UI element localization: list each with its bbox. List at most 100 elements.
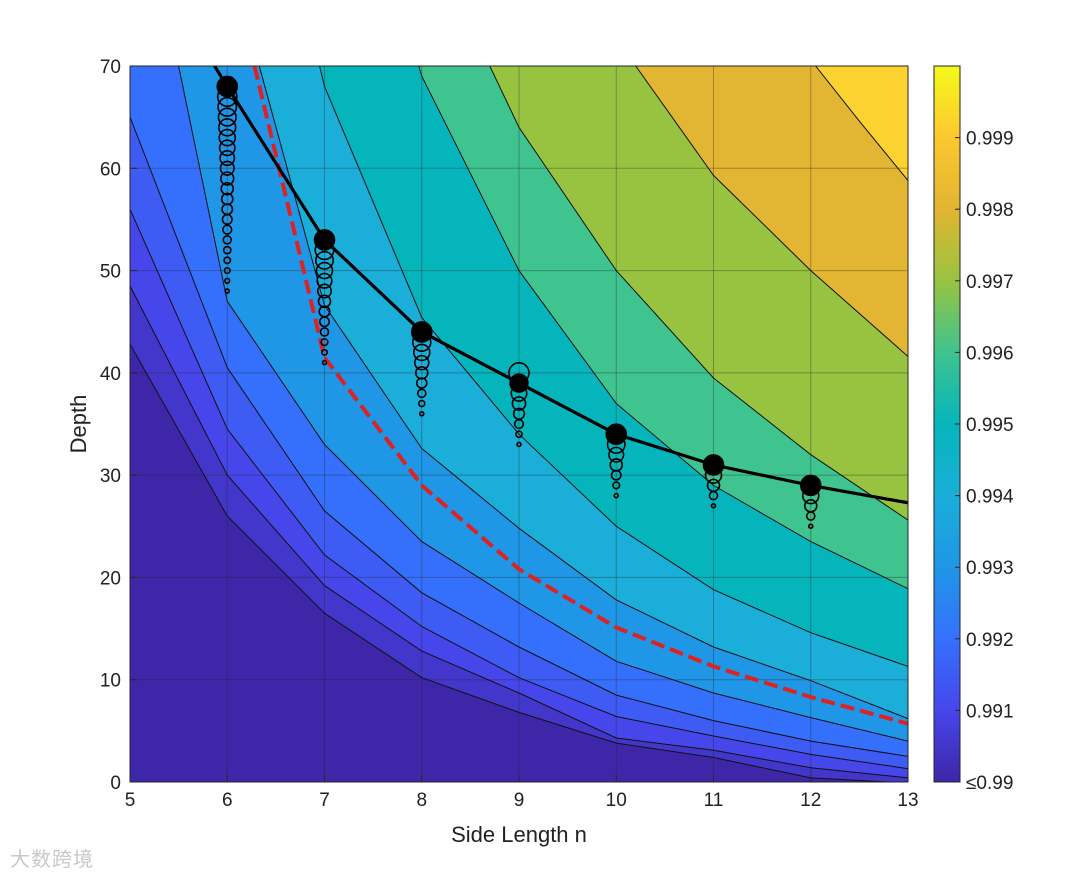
colorbar-ticks: ≤0.99 0.991 0.992 0.993 0.994 0.995 0.996 0.997… xyxy=(955,129,1014,794)
ring-marker xyxy=(417,399,426,408)
y-tick-label: 30 xyxy=(100,466,121,487)
ring-marker xyxy=(807,523,814,530)
ring-marker xyxy=(318,305,331,318)
ring-marker xyxy=(414,366,429,380)
ring-marker xyxy=(320,338,329,347)
colorbar-tick-label: 0.995 xyxy=(966,415,1014,436)
ring-marker xyxy=(515,430,523,439)
colorbar: ≤0.99 0.991 0.992 0.993 0.994 0.995 0.996 0.997… xyxy=(933,65,1014,794)
watermark: 大数跨境 xyxy=(10,847,94,871)
colorbar-tick-label: 0.993 xyxy=(966,558,1014,579)
ring-marker xyxy=(516,441,522,448)
x-tick-label: 9 xyxy=(514,790,525,811)
x-tick-label: 13 xyxy=(897,790,918,811)
ring-marker xyxy=(319,327,330,337)
ring-marker xyxy=(418,410,425,417)
contour-line-0.993 xyxy=(178,66,908,742)
ring-marker xyxy=(803,499,818,513)
y-tick-label: 10 xyxy=(100,671,121,692)
ring-marker xyxy=(609,458,624,472)
ring-marker xyxy=(223,256,232,265)
ring-marker xyxy=(219,150,236,167)
ring-marker xyxy=(799,474,822,497)
colorbar-tick-label: 0.994 xyxy=(966,487,1014,508)
ring-marker xyxy=(217,96,238,117)
colorbar-tick-label: 0.997 xyxy=(966,272,1014,293)
ring-marker xyxy=(320,348,328,356)
optimal-point xyxy=(217,76,237,96)
contour-line-0.992 xyxy=(130,116,908,757)
optimal-point xyxy=(509,373,529,393)
optimal-points xyxy=(217,76,821,495)
ring-marker xyxy=(316,272,333,289)
ring-marker xyxy=(512,407,526,420)
ring-marker xyxy=(511,396,527,411)
ring-marker xyxy=(608,446,625,463)
y-tick-label: 70 xyxy=(100,57,121,78)
ring-marker xyxy=(314,250,334,270)
colorbar-tick-label: 0.999 xyxy=(966,129,1014,150)
contour-line-0.994 xyxy=(258,66,908,720)
ring-marker xyxy=(412,343,431,362)
ring-marker xyxy=(321,359,328,366)
ring-marker xyxy=(220,181,235,196)
y-tick-label: 60 xyxy=(100,159,121,180)
ring-marker xyxy=(216,75,239,98)
ring-marker xyxy=(710,503,717,509)
ring-marker xyxy=(218,118,237,137)
optimal-point xyxy=(315,230,334,250)
ring-marker xyxy=(413,354,430,371)
optimal-point xyxy=(606,424,626,444)
contour-line-0.997 xyxy=(489,66,908,521)
contour-lines xyxy=(130,66,908,782)
ring-marker xyxy=(317,294,332,309)
contour-line-0.995 xyxy=(319,66,908,667)
ring-marker xyxy=(219,160,235,176)
ring-marker xyxy=(217,107,237,127)
colorbar-tick-label: ≤0.99 xyxy=(966,773,1013,794)
ring-marker xyxy=(220,171,235,186)
ring-marker xyxy=(706,478,721,493)
ring-marker xyxy=(222,235,233,245)
ring-marker xyxy=(224,288,231,294)
optimal-point xyxy=(704,455,723,475)
optimal-point xyxy=(801,475,821,495)
contour-line-0.9905 xyxy=(130,343,889,782)
ring-marker xyxy=(605,423,628,446)
ring-marker xyxy=(224,277,231,284)
ring-marker xyxy=(220,192,234,206)
contour-line-0.999 xyxy=(815,66,908,181)
ring-marker xyxy=(218,139,236,157)
x-axis: 5 6 7 8 9 10 11 12 13 xyxy=(125,775,919,811)
ring-marker xyxy=(313,229,336,251)
ring-marker xyxy=(222,224,233,235)
colorbar-tick-label: 0.998 xyxy=(966,200,1014,221)
y-tick-label: 0 xyxy=(110,773,121,794)
y-axis-title: Depth xyxy=(66,395,91,454)
x-tick-label: 5 xyxy=(125,790,136,811)
y-tick-label: 20 xyxy=(100,568,121,589)
x-axis-title: Side Length n xyxy=(451,822,587,847)
red-dashed-curve xyxy=(252,66,908,726)
ring-marker xyxy=(613,492,620,499)
x-tick-label: 7 xyxy=(319,790,330,811)
contour-line-0.9915 xyxy=(130,208,908,770)
optimal-point xyxy=(412,322,432,342)
contour-band-0.998 xyxy=(635,66,908,357)
contour-line-0.998 xyxy=(635,66,908,357)
x-tick-label: 10 xyxy=(606,790,627,811)
ring-marker xyxy=(218,128,237,147)
y-tick-label: 50 xyxy=(100,262,121,283)
ring-marker xyxy=(223,266,231,275)
ring-marker xyxy=(416,388,427,399)
x-tick-label: 6 xyxy=(222,790,233,811)
y-axis: 0 10 20 30 40 50 60 70 xyxy=(100,57,137,794)
ring-marker xyxy=(612,481,621,490)
colorbar-tick-label: 0.991 xyxy=(966,701,1014,722)
x-tick-label: 8 xyxy=(416,790,427,811)
ring-marker xyxy=(222,245,232,255)
y-tick-label: 40 xyxy=(100,364,121,385)
contour-line-0.991 xyxy=(130,285,908,779)
ring-marker xyxy=(316,283,332,299)
